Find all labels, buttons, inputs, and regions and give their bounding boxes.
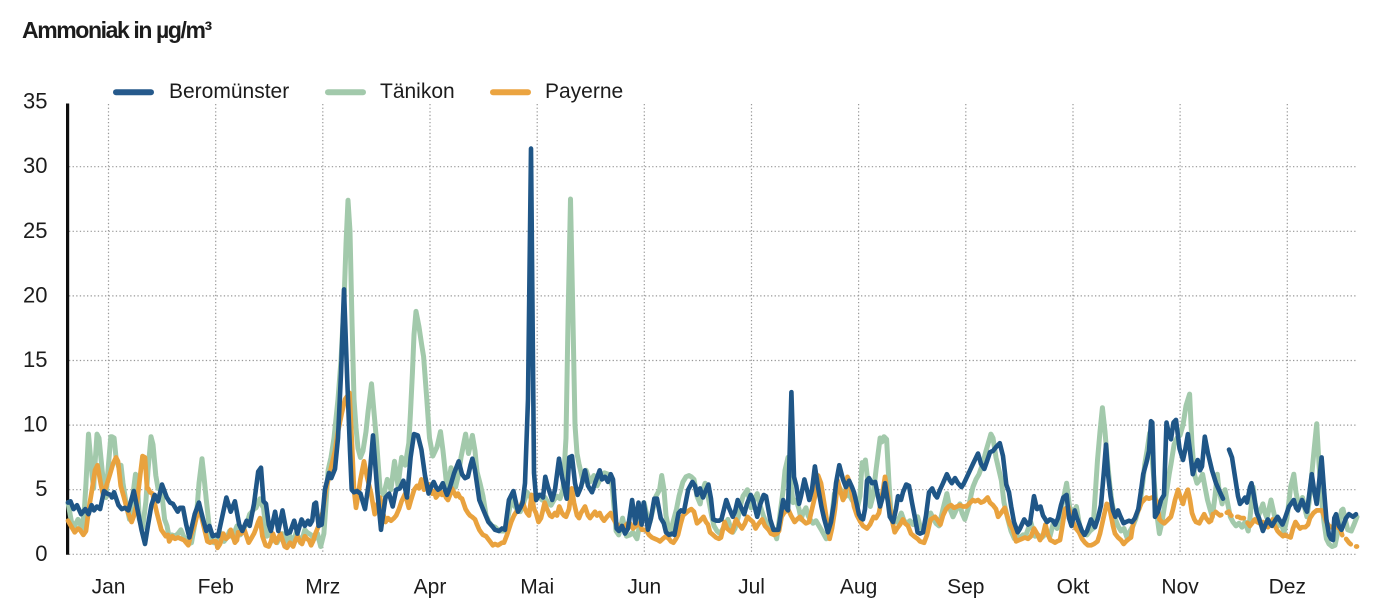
svg-text:Aug: Aug bbox=[840, 576, 877, 599]
svg-text:20: 20 bbox=[23, 282, 47, 307]
svg-text:Tänikon: Tänikon bbox=[380, 80, 455, 103]
svg-text:Beromünster: Beromünster bbox=[169, 80, 289, 103]
svg-text:Mrz: Mrz bbox=[305, 576, 340, 599]
svg-text:30: 30 bbox=[23, 153, 47, 178]
svg-text:Dez: Dez bbox=[1269, 576, 1306, 599]
svg-text:Jan: Jan bbox=[92, 576, 126, 599]
svg-text:5: 5 bbox=[35, 476, 47, 501]
svg-text:0: 0 bbox=[35, 541, 47, 566]
svg-text:10: 10 bbox=[23, 412, 47, 437]
svg-text:Okt: Okt bbox=[1057, 576, 1090, 599]
svg-text:Ammoniak in µg/m³: Ammoniak in µg/m³ bbox=[22, 17, 213, 43]
svg-text:Payerne: Payerne bbox=[545, 80, 623, 103]
svg-text:Jun: Jun bbox=[627, 576, 661, 599]
svg-text:Sep: Sep bbox=[947, 576, 984, 599]
svg-text:35: 35 bbox=[23, 89, 47, 114]
svg-text:25: 25 bbox=[23, 218, 47, 243]
svg-text:Apr: Apr bbox=[414, 576, 447, 599]
svg-text:Nov: Nov bbox=[1161, 576, 1199, 599]
svg-text:15: 15 bbox=[23, 347, 47, 372]
svg-text:Mai: Mai bbox=[520, 576, 554, 599]
svg-text:Feb: Feb bbox=[198, 576, 234, 599]
svg-text:Jul: Jul bbox=[738, 576, 765, 599]
